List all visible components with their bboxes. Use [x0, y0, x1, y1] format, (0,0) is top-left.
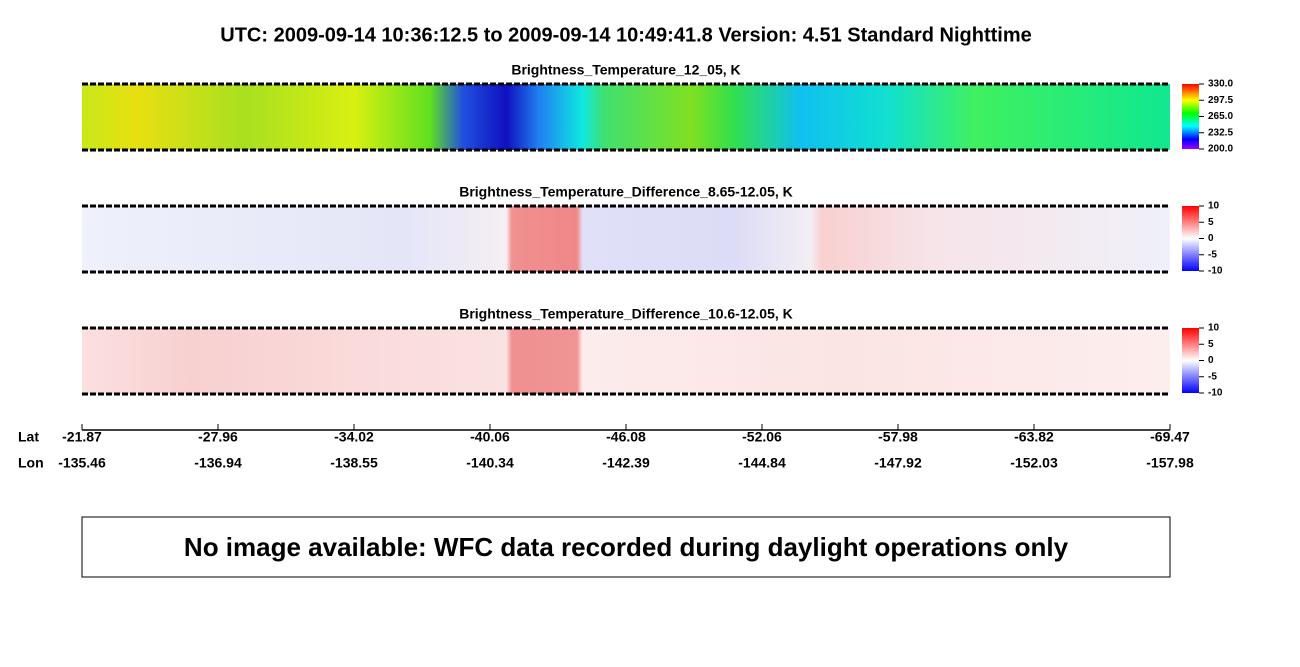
lon-label: -136.94 — [194, 455, 242, 471]
panel-image — [82, 206, 1170, 272]
colorbar-tick-label: 0 — [1208, 355, 1214, 366]
colorbar-tick-label: 10 — [1208, 323, 1220, 334]
lon-label: -152.03 — [1010, 455, 1058, 471]
colorbar-tick-label: -10 — [1208, 266, 1223, 277]
colorbar-tick-label: 297.5 — [1208, 95, 1233, 106]
lon-label: -147.92 — [874, 455, 922, 471]
axis-row-label: Lat — [18, 429, 39, 445]
panel-title: Brightness_Temperature_12_05, K — [511, 62, 740, 78]
page-title: UTC: 2009-09-14 10:36:12.5 to 2009-09-14… — [220, 24, 1031, 46]
lon-label: -157.98 — [1146, 455, 1194, 471]
colorbar-tick-label: -10 — [1208, 388, 1223, 399]
panel-title: Brightness_Temperature_Difference_8.65-1… — [459, 184, 793, 200]
lat-label: -46.08 — [606, 429, 646, 445]
message-box — [81, 516, 1171, 578]
panel-title: Brightness_Temperature_Difference_10.6-1… — [459, 306, 793, 322]
lat-label: -57.98 — [878, 429, 918, 445]
lat-label: -34.02 — [334, 429, 374, 445]
colorbar-tick-label: 5 — [1208, 339, 1214, 350]
lat-label: -52.06 — [742, 429, 782, 445]
colorbar — [1182, 206, 1199, 271]
axis-row-label: Lon — [18, 455, 44, 471]
colorbar-tick-label: -5 — [1208, 371, 1217, 382]
colorbar — [1182, 84, 1199, 149]
lat-label: -21.87 — [62, 429, 102, 445]
lat-label: -40.06 — [470, 429, 510, 445]
lat-label: -63.82 — [1014, 429, 1054, 445]
lon-label: -140.34 — [466, 455, 514, 471]
colorbar-tick-label: 10 — [1208, 201, 1220, 212]
lon-label: -144.84 — [738, 455, 786, 471]
colorbar-tick-label: -5 — [1208, 249, 1217, 260]
panel-image — [82, 84, 1170, 150]
colorbar-tick-label: 330.0 — [1208, 79, 1233, 90]
panel-image — [82, 328, 1170, 394]
lon-label: -135.46 — [58, 455, 106, 471]
colorbar-tick-label: 232.5 — [1208, 127, 1233, 138]
lon-label: -138.55 — [330, 455, 378, 471]
lat-label: -27.96 — [198, 429, 238, 445]
colorbar-tick-label: 5 — [1208, 217, 1214, 228]
colorbar-tick-label: 200.0 — [1208, 144, 1233, 155]
colorbar-tick-label: 265.0 — [1208, 111, 1233, 122]
colorbar-tick-label: 0 — [1208, 233, 1214, 244]
message: No image available: WFC data recorded du… — [184, 532, 1069, 562]
lat-label: -69.47 — [1150, 429, 1190, 445]
lon-label: -142.39 — [602, 455, 650, 471]
colorbar — [1182, 328, 1199, 393]
